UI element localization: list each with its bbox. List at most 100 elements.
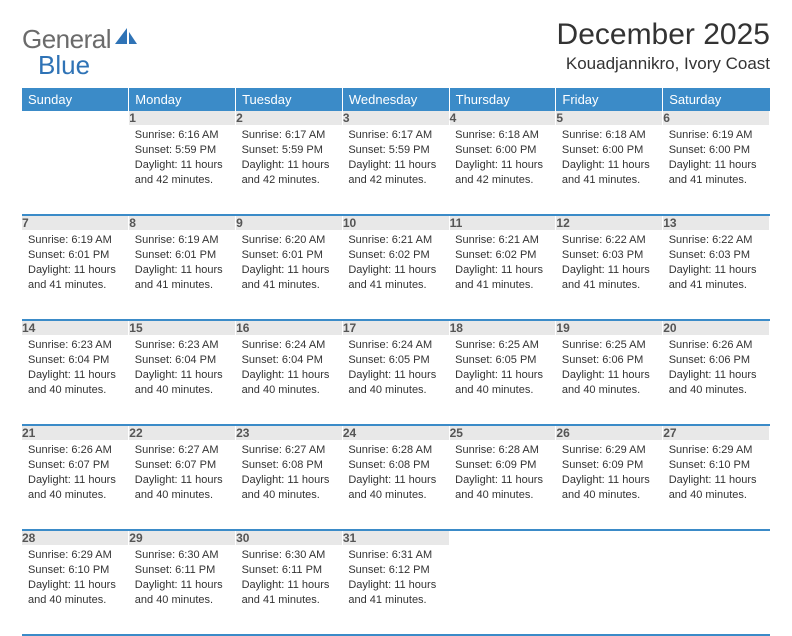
day-cell-body: Sunrise: 6:18 AMSunset: 6:00 PMDaylight:…	[449, 125, 556, 193]
day-number: 11	[449, 215, 556, 230]
day-number: 24	[342, 425, 449, 440]
day-number	[449, 530, 556, 545]
daylight-line: Daylight: 11 hours and 40 minutes.	[135, 368, 230, 398]
sunrise-line: Sunrise: 6:18 AM	[562, 128, 657, 143]
day-number: 4	[449, 111, 556, 125]
page-header: General December 2025 Kouadjannikro, Ivo…	[22, 18, 770, 74]
day-cell	[663, 545, 770, 635]
day-number: 19	[556, 320, 663, 335]
day-cell-body: Sunrise: 6:17 AMSunset: 5:59 PMDaylight:…	[342, 125, 449, 193]
day-header: Tuesday	[236, 88, 343, 111]
brand-part2: Blue	[38, 50, 90, 81]
sunset-line: Sunset: 6:01 PM	[135, 248, 230, 263]
day-cell: Sunrise: 6:18 AMSunset: 6:00 PMDaylight:…	[556, 125, 663, 215]
week-row: Sunrise: 6:16 AMSunset: 5:59 PMDaylight:…	[22, 125, 770, 215]
day-cell: Sunrise: 6:29 AMSunset: 6:09 PMDaylight:…	[556, 440, 663, 530]
day-header: Sunday	[22, 88, 129, 111]
day-cell: Sunrise: 6:25 AMSunset: 6:05 PMDaylight:…	[449, 335, 556, 425]
sunrise-line: Sunrise: 6:20 AM	[242, 233, 337, 248]
sunrise-line: Sunrise: 6:22 AM	[669, 233, 764, 248]
day-number: 27	[663, 425, 770, 440]
sunrise-line: Sunrise: 6:24 AM	[242, 338, 337, 353]
daylight-line: Daylight: 11 hours and 41 minutes.	[348, 263, 443, 293]
day-cell-body: Sunrise: 6:20 AMSunset: 6:01 PMDaylight:…	[236, 230, 343, 298]
day-cell: Sunrise: 6:28 AMSunset: 6:09 PMDaylight:…	[449, 440, 556, 530]
sunset-line: Sunset: 6:04 PM	[28, 353, 123, 368]
day-number: 18	[449, 320, 556, 335]
sunrise-line: Sunrise: 6:23 AM	[135, 338, 230, 353]
day-cell-body: Sunrise: 6:26 AMSunset: 6:07 PMDaylight:…	[22, 440, 129, 508]
week-row: Sunrise: 6:19 AMSunset: 6:01 PMDaylight:…	[22, 230, 770, 320]
day-cell: Sunrise: 6:28 AMSunset: 6:08 PMDaylight:…	[342, 440, 449, 530]
day-number: 2	[236, 111, 343, 125]
daynum-row: 28293031	[22, 530, 770, 545]
daynum-row: 123456	[22, 111, 770, 125]
day-number: 8	[129, 215, 236, 230]
daylight-line: Daylight: 11 hours and 40 minutes.	[135, 578, 230, 608]
daylight-line: Daylight: 11 hours and 40 minutes.	[242, 368, 337, 398]
sunset-line: Sunset: 6:06 PM	[669, 353, 764, 368]
sunset-line: Sunset: 6:08 PM	[242, 458, 337, 473]
day-header: Saturday	[663, 88, 770, 111]
location-subtitle: Kouadjannikro, Ivory Coast	[557, 54, 770, 74]
sunset-line: Sunset: 6:02 PM	[348, 248, 443, 263]
sunrise-line: Sunrise: 6:28 AM	[348, 443, 443, 458]
day-number	[22, 111, 129, 125]
day-cell-body: Sunrise: 6:25 AMSunset: 6:06 PMDaylight:…	[556, 335, 663, 403]
day-cell: Sunrise: 6:21 AMSunset: 6:02 PMDaylight:…	[342, 230, 449, 320]
sunrise-line: Sunrise: 6:24 AM	[348, 338, 443, 353]
sunrise-line: Sunrise: 6:23 AM	[28, 338, 123, 353]
daynum-row: 78910111213	[22, 215, 770, 230]
day-cell: Sunrise: 6:23 AMSunset: 6:04 PMDaylight:…	[22, 335, 129, 425]
day-cell-body: Sunrise: 6:29 AMSunset: 6:10 PMDaylight:…	[663, 440, 770, 508]
day-header: Friday	[556, 88, 663, 111]
daylight-line: Daylight: 11 hours and 40 minutes.	[562, 473, 657, 503]
day-number: 6	[663, 111, 770, 125]
day-cell: Sunrise: 6:19 AMSunset: 6:00 PMDaylight:…	[663, 125, 770, 215]
sunset-line: Sunset: 6:02 PM	[455, 248, 550, 263]
sunset-line: Sunset: 6:09 PM	[455, 458, 550, 473]
day-cell-body: Sunrise: 6:19 AMSunset: 6:01 PMDaylight:…	[22, 230, 129, 298]
sunset-line: Sunset: 5:59 PM	[242, 143, 337, 158]
day-number: 22	[129, 425, 236, 440]
sunset-line: Sunset: 6:07 PM	[135, 458, 230, 473]
day-cell: Sunrise: 6:30 AMSunset: 6:11 PMDaylight:…	[236, 545, 343, 635]
day-cell-body: Sunrise: 6:22 AMSunset: 6:03 PMDaylight:…	[663, 230, 770, 298]
day-cell: Sunrise: 6:24 AMSunset: 6:04 PMDaylight:…	[236, 335, 343, 425]
sunset-line: Sunset: 6:00 PM	[455, 143, 550, 158]
sunset-line: Sunset: 5:59 PM	[135, 143, 230, 158]
sunrise-line: Sunrise: 6:25 AM	[562, 338, 657, 353]
day-cell: Sunrise: 6:29 AMSunset: 6:10 PMDaylight:…	[22, 545, 129, 635]
sunrise-line: Sunrise: 6:27 AM	[135, 443, 230, 458]
day-cell: Sunrise: 6:22 AMSunset: 6:03 PMDaylight:…	[663, 230, 770, 320]
day-cell-body: Sunrise: 6:29 AMSunset: 6:09 PMDaylight:…	[556, 440, 663, 508]
day-cell: Sunrise: 6:30 AMSunset: 6:11 PMDaylight:…	[129, 545, 236, 635]
day-number: 29	[129, 530, 236, 545]
sunrise-line: Sunrise: 6:17 AM	[242, 128, 337, 143]
sunset-line: Sunset: 6:07 PM	[28, 458, 123, 473]
calendar-table: SundayMondayTuesdayWednesdayThursdayFrid…	[22, 88, 770, 636]
day-cell-body: Sunrise: 6:21 AMSunset: 6:02 PMDaylight:…	[342, 230, 449, 298]
title-block: December 2025 Kouadjannikro, Ivory Coast	[557, 18, 770, 74]
sunset-line: Sunset: 6:05 PM	[348, 353, 443, 368]
sunset-line: Sunset: 6:04 PM	[135, 353, 230, 368]
sunset-line: Sunset: 6:11 PM	[135, 563, 230, 578]
sunrise-line: Sunrise: 6:30 AM	[242, 548, 337, 563]
daylight-line: Daylight: 11 hours and 40 minutes.	[348, 473, 443, 503]
day-cell-body: Sunrise: 6:24 AMSunset: 6:04 PMDaylight:…	[236, 335, 343, 403]
week-row: Sunrise: 6:29 AMSunset: 6:10 PMDaylight:…	[22, 545, 770, 635]
daylight-line: Daylight: 11 hours and 41 minutes.	[28, 263, 123, 293]
daylight-line: Daylight: 11 hours and 42 minutes.	[242, 158, 337, 188]
sunrise-line: Sunrise: 6:30 AM	[135, 548, 230, 563]
day-cell: Sunrise: 6:17 AMSunset: 5:59 PMDaylight:…	[342, 125, 449, 215]
day-number: 16	[236, 320, 343, 335]
day-cell	[556, 545, 663, 635]
day-cell: Sunrise: 6:24 AMSunset: 6:05 PMDaylight:…	[342, 335, 449, 425]
day-cell: Sunrise: 6:17 AMSunset: 5:59 PMDaylight:…	[236, 125, 343, 215]
daylight-line: Daylight: 11 hours and 41 minutes.	[348, 578, 443, 608]
day-number	[663, 530, 770, 545]
day-number: 23	[236, 425, 343, 440]
day-cell-body: Sunrise: 6:21 AMSunset: 6:02 PMDaylight:…	[449, 230, 556, 298]
day-number: 12	[556, 215, 663, 230]
daylight-line: Daylight: 11 hours and 40 minutes.	[562, 368, 657, 398]
